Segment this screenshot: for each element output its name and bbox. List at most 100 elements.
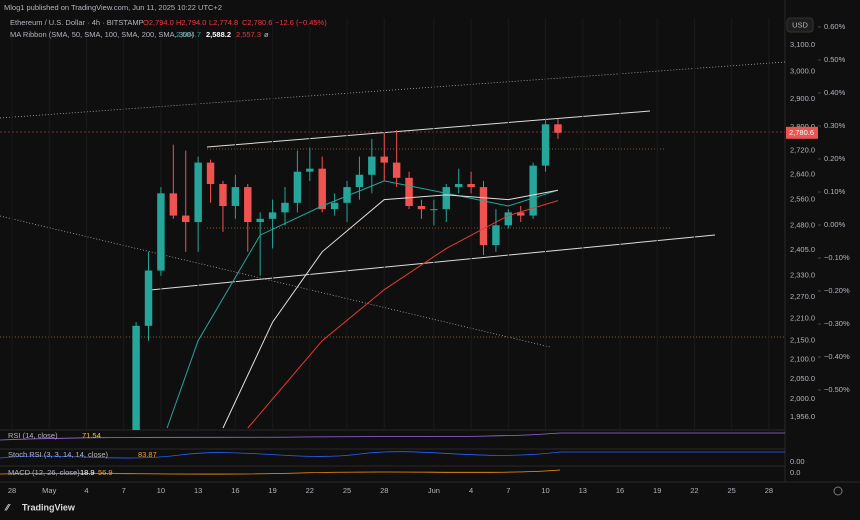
ohlc-open: O2,794.0: [143, 18, 174, 27]
stoch-line: [0, 451, 785, 459]
candle-body: [430, 209, 438, 211]
y2-tick-label: 0.10%: [824, 187, 846, 196]
candle-body: [306, 168, 314, 172]
indicator-value: 83.87: [138, 450, 157, 459]
x-tick-label: 7: [506, 486, 510, 495]
x-tick-label: 16: [231, 486, 239, 495]
candle-body: [144, 270, 153, 326]
x-tick-label: May: [42, 486, 56, 495]
brand: TradingView: [22, 502, 76, 512]
candle-body: [517, 212, 525, 216]
ohlc-low: L2,774.8: [209, 18, 238, 27]
ma-line: [166, 180, 559, 429]
candle-body: [454, 183, 463, 188]
channel-bottom: [149, 234, 716, 291]
y-tick-label: 2,270.0: [790, 292, 815, 301]
y2-tick-label: 0.50%: [824, 55, 846, 64]
x-tick-label: 28: [765, 486, 773, 495]
y-tick-label: 2,050.0: [790, 374, 815, 383]
indicator-value: 56.9: [98, 468, 113, 477]
candle-body: [442, 187, 451, 210]
candle-body: [281, 202, 289, 213]
y2-tick-label: 0.00%: [824, 220, 846, 229]
candle-body: [330, 202, 339, 210]
currency[interactable]: USD: [792, 20, 808, 29]
y2-tick-label: −0.40%: [824, 352, 850, 361]
ma-value: 2,588.2: [206, 30, 231, 39]
candle-body: [380, 156, 388, 163]
ma-label: MA Ribbon (SMA, 50, SMA, 100, SMA, 200, …: [10, 30, 194, 39]
x-tick-label: 7: [122, 486, 126, 495]
x-tick-label: 10: [541, 486, 549, 495]
y-tick-label: 2,900.0: [790, 94, 815, 103]
x-tick-label: 25: [727, 486, 735, 495]
candle-body: [244, 187, 252, 223]
x-tick-label: 22: [690, 486, 698, 495]
indicator-label: RSI (14, close): [8, 431, 58, 440]
published: Mlog1 published on TradingView.com, Jun …: [4, 3, 222, 12]
settings-icon[interactable]: [833, 486, 843, 496]
candle-body: [194, 162, 202, 223]
indicator-label: Stoch RSI (3, 3, 14, 14, close): [8, 450, 109, 459]
x-tick-label: 4: [84, 486, 88, 495]
indicator-value: 18.9: [80, 468, 95, 477]
candle-body: [392, 162, 401, 178]
candle-body: [504, 212, 513, 226]
y-tick-label: 2,720.0: [790, 146, 815, 155]
trend-line: [0, 215, 551, 348]
x-tick-label: 19: [653, 486, 661, 495]
candle-body: [479, 187, 488, 246]
macd-line: [0, 469, 561, 475]
x-tick-label: 16: [616, 486, 624, 495]
x-tick-label: Jun: [428, 486, 440, 495]
y2-tick-label: 0.40%: [824, 88, 846, 97]
ma-value: 2,584.7: [176, 30, 201, 39]
candle-body: [343, 187, 351, 203]
y2-tick-label: −0.10%: [824, 253, 850, 262]
candle-body: [132, 325, 140, 430]
candle-body: [405, 177, 413, 206]
drawings: [0, 61, 785, 348]
y-tick-label: 3,100.0: [790, 40, 815, 49]
x-tick-label: 22: [306, 486, 314, 495]
candle-body: [529, 165, 537, 216]
ma-line: [222, 189, 558, 429]
candle-body: [541, 124, 550, 166]
candle-body: [293, 171, 302, 203]
y2-tick-label: −0.50%: [824, 385, 850, 394]
ohlc-close: C2,780.6: [242, 18, 272, 27]
ma-line: [247, 200, 559, 429]
candle-body: [268, 212, 277, 219]
y-tick-label: 2,800.0: [790, 122, 815, 131]
x-tick-label: 10: [157, 486, 165, 495]
y-tick-label: 2,560.0: [790, 195, 815, 204]
x-tick-label: 28: [8, 486, 16, 495]
candle-body: [206, 162, 215, 184]
x-tick-label: 19: [268, 486, 276, 495]
y-tick-label: 2,405.0: [790, 245, 815, 254]
indicator-axis-label: 0.0: [790, 468, 800, 477]
brand-logo: ⁄⁄: [4, 502, 12, 512]
indicator-axis-label: 0.00: [790, 457, 805, 466]
y2-tick-label: −0.20%: [824, 286, 850, 295]
y-tick-label: 3,000.0: [790, 66, 815, 75]
indicator-label: MACD (12, 26, close): [8, 468, 80, 477]
x-tick-label: 25: [343, 486, 351, 495]
currency-button[interactable]: [786, 17, 814, 33]
candle-body: [182, 215, 190, 223]
candle-body: [256, 218, 264, 223]
y-tick-label: 2,150.0: [790, 336, 815, 345]
y-tick-label: 2,330.0: [790, 271, 815, 280]
ma-value: 2,557.3: [236, 30, 261, 39]
plot: [11, 18, 770, 430]
y2-tick-label: −0.30%: [824, 319, 850, 328]
last-price-label: 2,780.6: [789, 128, 814, 137]
y-tick-label: 2,480.0: [790, 220, 815, 229]
y2-tick-label: 0.30%: [824, 121, 846, 130]
candle-body: [355, 174, 364, 188]
candle-body: [169, 193, 178, 216]
candle-body: [554, 124, 562, 133]
